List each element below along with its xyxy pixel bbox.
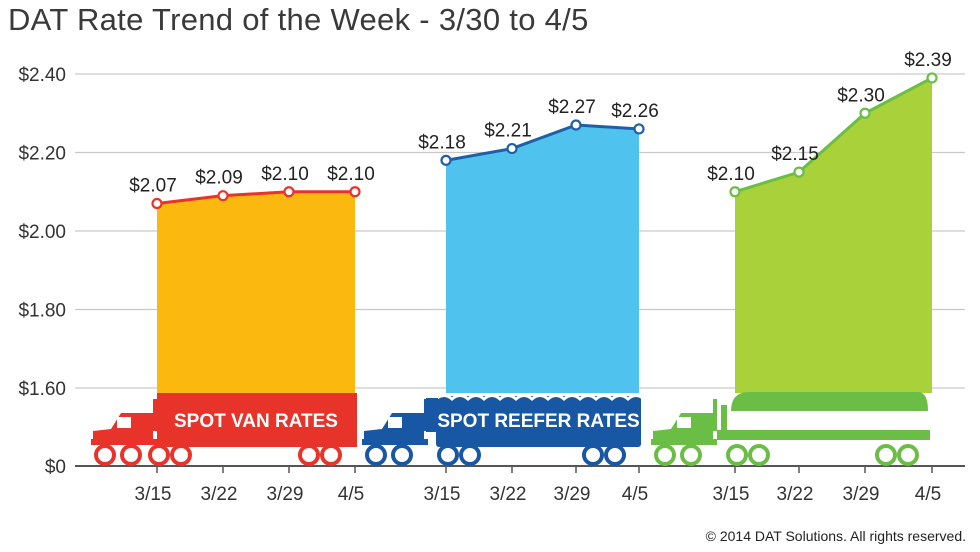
series-group: SPOT FLATBED RATES $2.10 3/15 $2.15 3/22 $2.3…: [651, 50, 952, 505]
data-point: [793, 166, 805, 178]
truck-cab: [93, 413, 153, 445]
truck-wheel: [875, 444, 897, 466]
truck-wheel: [459, 444, 481, 466]
copyright-notice: © 2014 DAT Solutions. All rights reserve…: [705, 528, 966, 544]
trailer-body: [436, 396, 641, 447]
series-name-label: SPOT FLATBED RATES: [727, 411, 940, 432]
truck-wheel: [680, 444, 702, 466]
data-label: $2.09: [195, 168, 243, 189]
data-point: [633, 123, 645, 135]
series-line: [445, 123, 640, 162]
y-tick-label: $1.80: [18, 301, 66, 322]
cab-bumper: [91, 439, 157, 445]
data-label: $2.30: [837, 85, 885, 106]
data-label: $2.18: [418, 132, 466, 153]
x-tick-label: 3/22: [490, 484, 527, 505]
series-line: [156, 190, 355, 206]
trailer-body: [157, 393, 357, 447]
truck-wheel: [320, 444, 342, 466]
flatbed-headboard: [721, 405, 727, 433]
x-tick-label: 3/15: [424, 484, 461, 505]
y-axis-tick-labels: $0 $1.60 $1.80 $2.00 $2.20 $2.40: [18, 65, 66, 478]
x-tick-label: 4/5: [915, 484, 941, 505]
reefer-unit: [426, 398, 438, 432]
truck-wheel: [437, 444, 459, 466]
exhaust-stack: [424, 399, 428, 431]
data-point: [506, 142, 518, 155]
data-label: $2.07: [129, 176, 177, 197]
flatbed-deck: [717, 430, 930, 440]
series-group: SPOT VAN RATES $2.07 3/15 $2.09 3/22 $2.10 3/2…: [91, 164, 375, 505]
truck-wheel: [148, 444, 170, 466]
reefer-ice-edge: [434, 394, 646, 401]
truck-wheel: [391, 444, 413, 466]
series-group: SPOT REEFER RATES $2.18 3/15 $2.21 3/22 $2.27…: [362, 97, 659, 505]
x-tick-label: 3/29: [267, 484, 304, 505]
x-tick-label: 3/29: [554, 484, 591, 505]
series-area: [735, 77, 932, 394]
series-groups: SPOT VAN RATES $2.07 3/15 $2.09 3/22 $2.10 3/2…: [91, 50, 952, 505]
cab-window: [388, 417, 402, 428]
data-label: $2.39: [904, 50, 952, 71]
series-area: [446, 125, 639, 394]
truck-wheel: [94, 444, 116, 466]
x-tick-label: 3/29: [843, 484, 880, 505]
series-name-label: SPOT VAN RATES: [174, 411, 338, 432]
x-tick-label: 4/5: [622, 484, 648, 505]
data-label: $2.10: [261, 164, 309, 185]
data-label: $2.21: [484, 121, 532, 142]
data-label: $2.15: [771, 144, 819, 165]
truck-cab: [653, 413, 713, 445]
y-tick-label: $0: [45, 457, 66, 478]
cab-window: [117, 417, 131, 428]
truck-wheel: [365, 444, 387, 466]
truck-wheel: [604, 444, 626, 466]
series-area: [157, 191, 355, 393]
y-tick-label: $2.00: [18, 222, 66, 243]
chart-title: DAT Rate Trend of the Week - 3/30 to 4/5: [8, 2, 589, 37]
data-point: [151, 197, 163, 210]
truck-wheel: [897, 444, 919, 466]
x-tick-label: 3/22: [777, 484, 814, 505]
data-label: $2.10: [327, 164, 375, 185]
data-label: $2.27: [548, 97, 596, 118]
truck-wheel: [654, 444, 676, 466]
x-tick-label: 3/15: [135, 484, 172, 505]
cab-bumper: [651, 439, 717, 445]
data-point: [570, 119, 582, 131]
x-tick-label: 3/22: [201, 484, 238, 505]
x-tick-label: 3/15: [713, 484, 750, 505]
cab-bumper: [362, 439, 428, 445]
y-tick-label: $2.40: [18, 65, 66, 86]
data-point: [349, 186, 361, 198]
series-name-label: SPOT REEFER RATES: [437, 411, 639, 432]
truck-wheel: [298, 444, 320, 466]
data-label: $2.10: [707, 164, 755, 185]
data-point: [217, 190, 229, 202]
series-line: [734, 76, 933, 194]
y-tick-label: $1.60: [18, 379, 66, 400]
truck-cab: [364, 413, 424, 445]
truck-wheel: [748, 444, 770, 466]
data-point: [283, 186, 295, 198]
data-point: [729, 186, 741, 198]
truck-wheel: [120, 444, 142, 466]
x-tick-label: 4/5: [338, 484, 364, 505]
flatbed-load: [731, 392, 928, 411]
cab-window: [677, 417, 691, 428]
truck-wheel: [582, 444, 604, 466]
data-label: $2.26: [611, 101, 659, 122]
y-tick-label: $2.20: [18, 144, 66, 165]
data-point: [926, 72, 938, 84]
data-point: [859, 107, 871, 119]
data-point: [440, 154, 452, 166]
truck-wheel: [170, 444, 192, 466]
exhaust-stack: [153, 399, 157, 431]
exhaust-stack: [713, 399, 717, 431]
truck-wheel: [726, 444, 748, 466]
